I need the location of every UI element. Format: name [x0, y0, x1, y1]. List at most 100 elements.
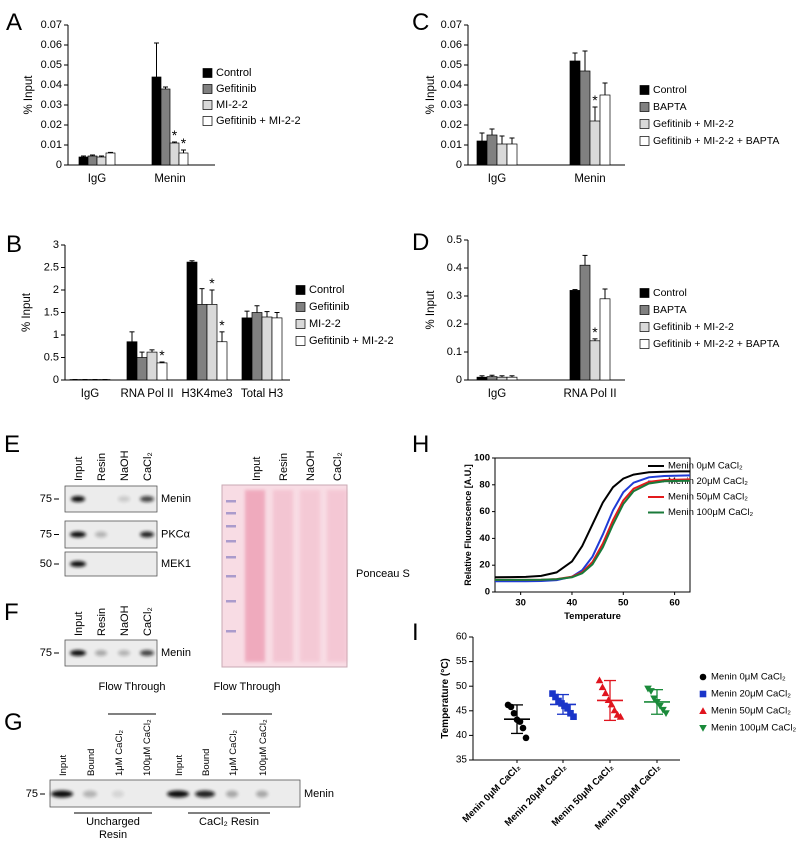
legend-swatch — [295, 336, 306, 346]
y-tick-label: 0.05 — [41, 59, 62, 71]
bar — [271, 317, 283, 381]
x-tick-label: IgG — [488, 173, 507, 185]
lane-label: Bound — [86, 749, 97, 776]
x-tick-label: IgG — [88, 173, 107, 185]
mw-marker: 75 — [26, 788, 38, 800]
y-tick-label: 2 — [53, 284, 59, 296]
error-bar — [602, 288, 608, 299]
legend-label: MI-2-2 — [216, 99, 248, 111]
legend-label: Menin 20μM CaCl₂ — [668, 476, 748, 487]
bar — [78, 156, 89, 166]
legend-label: Gefitinib + MI-2-2 — [216, 115, 301, 127]
data-point — [656, 702, 664, 710]
band — [118, 496, 130, 502]
legend-marker — [699, 673, 707, 681]
bar — [589, 120, 601, 166]
band — [226, 790, 238, 798]
panel-label: D — [412, 229, 429, 256]
ladder-band — [226, 600, 236, 603]
ponceau-label: Ponceau S — [356, 568, 410, 580]
error-bar — [509, 137, 515, 144]
band — [140, 496, 154, 502]
panel-label: G — [4, 709, 23, 736]
x-tick-label: 50 — [618, 598, 629, 609]
legend-swatch — [202, 68, 213, 78]
error-bar — [209, 289, 215, 305]
lane-label: Input — [251, 457, 263, 481]
lane-label: Resin — [96, 608, 108, 636]
y-tick-label: 1 — [53, 329, 59, 341]
bar — [486, 134, 498, 166]
y-tick-label: 55 — [456, 656, 468, 667]
lane-label: Input — [73, 612, 85, 636]
band — [118, 650, 130, 656]
bar — [496, 376, 508, 381]
error-bar — [499, 135, 505, 144]
band — [167, 790, 189, 798]
bar — [579, 70, 591, 166]
curve — [494, 470, 690, 579]
legend-label: Gefitinib + MI-2-2 — [653, 118, 734, 130]
bar — [206, 304, 218, 381]
error-bar — [479, 375, 485, 378]
bar — [251, 312, 263, 381]
data-point — [610, 706, 619, 714]
y-tick-label: 0 — [456, 159, 462, 171]
x-tick-label: Menin — [154, 173, 185, 185]
resin-label: Uncharged Resin — [86, 816, 140, 841]
panel-label: A — [6, 9, 22, 36]
lane-label: Input — [58, 755, 69, 776]
sd-bar — [511, 704, 523, 735]
x-tick-label: IgG — [81, 388, 100, 400]
lane-label: Input — [174, 755, 185, 776]
bar — [156, 362, 168, 381]
lane-label: CaCl₂ — [332, 452, 344, 481]
ladder-band — [226, 556, 236, 559]
protein-label: Menin — [161, 647, 191, 659]
panel-label: E — [4, 431, 20, 458]
data-point — [616, 712, 625, 720]
panel-label: F — [4, 599, 19, 626]
error-bar — [509, 375, 515, 378]
lane-label: 100μM CaCl₂ — [258, 719, 269, 776]
bar — [146, 351, 158, 381]
error-bar — [219, 331, 225, 342]
error-bar — [139, 351, 145, 358]
ponceau-lane — [327, 490, 347, 662]
error-bar — [81, 155, 86, 157]
y-tick-label: 0.2 — [447, 318, 462, 330]
y-tick-label: 0.05 — [441, 59, 462, 71]
data-point — [659, 706, 667, 714]
y-tick-label: 0.1 — [447, 346, 462, 358]
band — [70, 531, 86, 538]
band — [95, 531, 107, 538]
ladder-band — [226, 500, 236, 503]
mw-marker: 50 — [40, 558, 52, 570]
y-tick-label: 0.03 — [41, 99, 62, 111]
legend-label: Menin 50μM CaCl₂ — [668, 492, 748, 503]
significance-mark: * — [219, 317, 225, 333]
mw-marker: 75 — [40, 493, 52, 505]
group-label: Flow Through — [213, 681, 281, 693]
ladder-band — [226, 575, 236, 578]
y-tick-label: 0.01 — [41, 139, 62, 151]
ladder-band — [226, 540, 236, 543]
data-point — [516, 718, 524, 725]
data-point — [601, 689, 610, 697]
y-tick-label: 0.5 — [447, 234, 462, 246]
y-axis-label: % Input — [23, 75, 35, 115]
error-bar — [172, 141, 177, 143]
legend-label: Menin 20μM CaCl₂ — [711, 689, 791, 700]
y-axis-label: % Input — [425, 75, 437, 115]
x-tick-label: 60 — [669, 598, 680, 609]
sd-bar — [557, 693, 569, 715]
significance-mark: * — [209, 275, 215, 291]
legend-swatch — [295, 319, 306, 329]
error-bar — [149, 349, 155, 353]
lane-label: 1μM CaCl₂ — [114, 730, 125, 776]
y-tick-label: 3 — [53, 239, 59, 251]
y-tick-label: 0 — [485, 587, 490, 598]
error-bar — [572, 52, 578, 61]
